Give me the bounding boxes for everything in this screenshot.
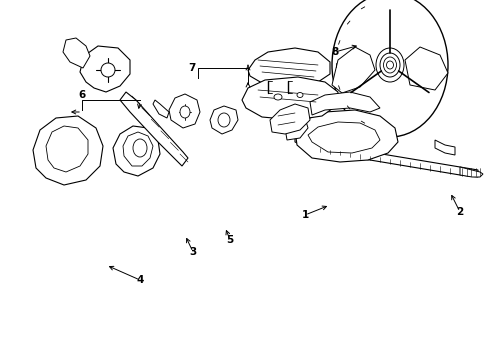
Polygon shape xyxy=(63,38,90,68)
Polygon shape xyxy=(270,104,310,134)
Ellipse shape xyxy=(274,94,282,100)
Polygon shape xyxy=(285,118,308,140)
Text: 7: 7 xyxy=(188,63,196,73)
Polygon shape xyxy=(153,100,169,118)
Polygon shape xyxy=(33,116,103,185)
Ellipse shape xyxy=(297,93,303,98)
Polygon shape xyxy=(169,94,200,128)
Ellipse shape xyxy=(101,63,115,77)
Polygon shape xyxy=(210,106,238,134)
Polygon shape xyxy=(113,126,160,176)
Polygon shape xyxy=(435,140,455,155)
Ellipse shape xyxy=(376,48,404,82)
Text: 5: 5 xyxy=(226,235,234,245)
Polygon shape xyxy=(242,77,338,120)
Text: 8: 8 xyxy=(331,47,339,57)
Ellipse shape xyxy=(180,106,190,118)
Polygon shape xyxy=(308,122,380,153)
Ellipse shape xyxy=(133,139,147,157)
Text: 4: 4 xyxy=(136,275,144,285)
Polygon shape xyxy=(310,92,380,115)
Polygon shape xyxy=(248,48,330,86)
Ellipse shape xyxy=(387,61,393,69)
Ellipse shape xyxy=(332,0,448,137)
Polygon shape xyxy=(123,132,153,166)
Text: 6: 6 xyxy=(78,90,86,100)
Polygon shape xyxy=(405,47,448,90)
Ellipse shape xyxy=(380,53,400,77)
Polygon shape xyxy=(80,46,130,92)
Text: 3: 3 xyxy=(189,247,196,257)
Polygon shape xyxy=(120,92,188,166)
Polygon shape xyxy=(295,110,398,162)
Ellipse shape xyxy=(218,113,230,127)
Polygon shape xyxy=(295,135,478,177)
Ellipse shape xyxy=(384,57,396,73)
Polygon shape xyxy=(332,47,375,93)
Polygon shape xyxy=(46,126,88,172)
Polygon shape xyxy=(460,167,483,177)
Text: 2: 2 xyxy=(456,207,464,217)
Text: 1: 1 xyxy=(301,210,309,220)
